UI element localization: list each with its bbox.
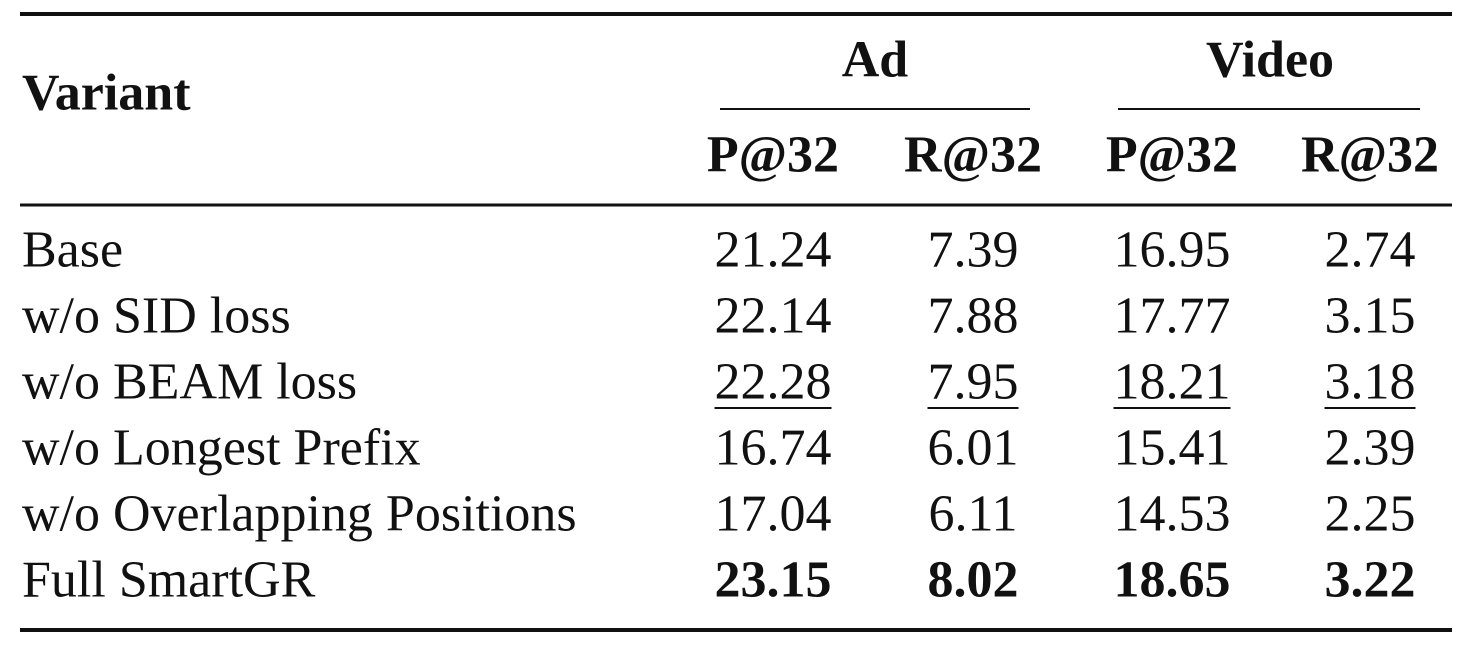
cell-value: 22.28 <box>715 354 832 411</box>
cell-value: 17.04 <box>715 486 832 543</box>
row-label: w/o Longest Prefix <box>22 420 421 477</box>
row-label: w/o BEAM loss <box>22 354 357 411</box>
row-label: w/o Overlapping Positions <box>22 486 577 543</box>
row-label: Base <box>22 222 123 279</box>
cell-value: 2.74 <box>1325 222 1416 279</box>
row-label: Full SmartGR <box>22 552 316 609</box>
cell-value: 17.77 <box>1114 288 1231 345</box>
cell-value: 2.39 <box>1325 420 1416 477</box>
cell-value: 15.41 <box>1114 420 1231 477</box>
cell-value: 23.15 <box>715 552 832 609</box>
row-label: w/o SID loss <box>22 288 291 345</box>
variant-header: Variant <box>22 65 191 122</box>
column-header: R@32 <box>1301 127 1439 184</box>
cell-value: 16.95 <box>1114 222 1231 279</box>
cell-value: 18.21 <box>1114 354 1231 411</box>
cell-value: 7.39 <box>928 222 1019 279</box>
cell-value: 3.15 <box>1325 288 1416 345</box>
cell-value: 2.25 <box>1325 486 1416 543</box>
cell-value: 21.24 <box>715 222 832 279</box>
cell-value: 14.53 <box>1114 486 1231 543</box>
cell-value: 6.11 <box>928 486 1017 543</box>
cell-value: 16.74 <box>715 420 832 477</box>
cell-value: 3.18 <box>1325 354 1416 411</box>
column-header: R@32 <box>904 127 1042 184</box>
cell-value: 18.65 <box>1114 552 1231 609</box>
cell-value: 7.95 <box>928 354 1019 411</box>
cell-value: 7.88 <box>928 288 1019 345</box>
cell-value: 22.14 <box>715 288 832 345</box>
group-header: Ad <box>842 32 909 89</box>
cell-value: 3.22 <box>1325 552 1416 609</box>
cell-value: 6.01 <box>928 420 1019 477</box>
cell-value: 8.02 <box>928 552 1019 609</box>
group-header: Video <box>1206 32 1334 89</box>
column-header: P@32 <box>707 127 839 184</box>
column-header: P@32 <box>1106 127 1238 184</box>
